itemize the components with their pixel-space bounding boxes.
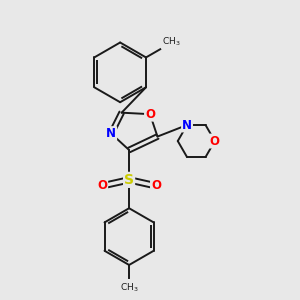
Text: CH$_3$: CH$_3$ bbox=[162, 35, 180, 48]
Text: CH$_3$: CH$_3$ bbox=[120, 281, 138, 294]
Text: O: O bbox=[210, 134, 220, 148]
Text: O: O bbox=[145, 108, 155, 121]
Text: N: N bbox=[106, 127, 116, 140]
Text: O: O bbox=[97, 179, 107, 192]
Text: O: O bbox=[151, 179, 161, 192]
Text: S: S bbox=[124, 173, 134, 187]
Text: N: N bbox=[182, 118, 192, 131]
